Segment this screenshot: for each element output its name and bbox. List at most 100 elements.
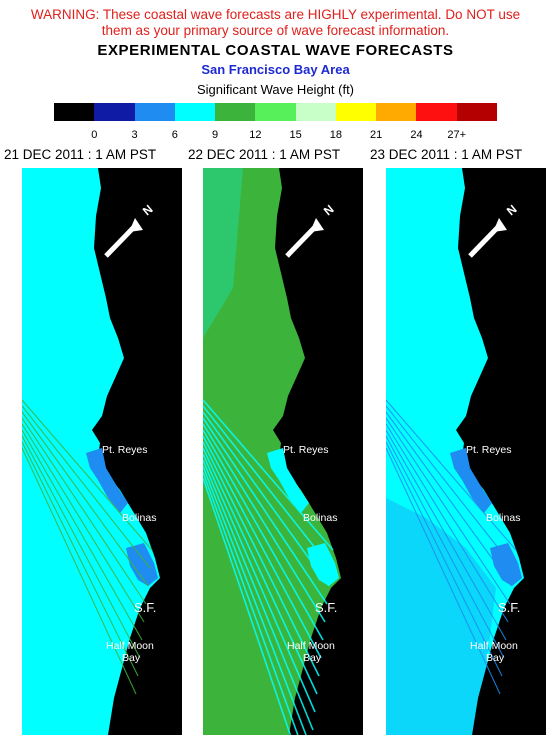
colorbar-segment bbox=[335, 103, 377, 121]
colorbar-tick-label: 27+ bbox=[447, 129, 467, 141]
panel-2-date: 22 DEC 2011 : 1 AM PST bbox=[188, 147, 341, 162]
wave-streak bbox=[386, 417, 511, 605]
wave-streak bbox=[22, 411, 149, 587]
panel-3-date: 23 DEC 2011 : 1 AM PST bbox=[370, 147, 523, 162]
wave-streak bbox=[203, 465, 307, 735]
wave-streak bbox=[203, 429, 324, 641]
wave-streaks bbox=[203, 399, 334, 735]
coastal-band bbox=[450, 448, 492, 513]
map-label-half-moon-line2: Bay bbox=[303, 652, 322, 664]
colorbar-tick-label: 3 bbox=[131, 129, 138, 141]
panel-1-date: 21 DEC 2011 : 1 AM PST bbox=[4, 147, 157, 162]
wave-streak bbox=[22, 447, 137, 695]
colorbar-segment bbox=[174, 103, 216, 121]
wave-streak bbox=[22, 417, 147, 605]
colorbar-tick-label: 21 bbox=[370, 129, 383, 141]
colorbar-tick-label: 0 bbox=[91, 129, 98, 141]
colorbar-tick-label: 6 bbox=[171, 129, 178, 141]
coastal-band bbox=[490, 543, 522, 586]
map-panel-2: N Pt. Reyes Bolinas S.F. Half Moon Bay bbox=[203, 168, 363, 735]
map-label-half-moon-line2: Bay bbox=[486, 652, 505, 664]
map-label-sf: S.F. bbox=[134, 600, 157, 615]
wave-streak bbox=[203, 441, 320, 677]
colorbar-segment bbox=[94, 103, 135, 121]
map-label-half-moon-line2: Bay bbox=[122, 652, 141, 664]
page-title: EXPERIMENTAL COASTAL WAVE FORECASTS bbox=[97, 42, 454, 59]
wave-streak bbox=[203, 399, 334, 551]
wave-streak bbox=[386, 447, 501, 695]
wave-streak bbox=[22, 435, 141, 659]
wave-streak bbox=[386, 411, 513, 587]
wave-streak bbox=[203, 447, 318, 695]
colorbar-segment bbox=[255, 103, 296, 121]
map-label-pt-reyes: Pt. Reyes bbox=[466, 444, 512, 456]
wave-streaks bbox=[22, 399, 153, 695]
wave-streak bbox=[203, 423, 326, 623]
north-label: N bbox=[321, 202, 337, 218]
wave-streak bbox=[22, 405, 151, 569]
wave-streak bbox=[22, 399, 153, 551]
map-panel-3: N Pt. Reyes Bolinas S.F. Half Moon Bay bbox=[386, 168, 546, 735]
map-label-sf: S.F. bbox=[498, 600, 521, 615]
map-label-pt-reyes: Pt. Reyes bbox=[283, 444, 329, 456]
map-label-half-moon-line1: Half Moon bbox=[106, 640, 154, 652]
colorbar-tick-label: 18 bbox=[329, 129, 343, 141]
colorbar-segment bbox=[376, 103, 417, 121]
page-subtitle: San Francisco Bay Area bbox=[201, 62, 350, 77]
wave-streak bbox=[386, 429, 507, 641]
wave-streak bbox=[203, 417, 328, 605]
wave-streak bbox=[386, 405, 515, 569]
warning-line-2: them as your primary source of wave fore… bbox=[101, 23, 450, 38]
colorbar-segment bbox=[215, 103, 256, 121]
wave-streak bbox=[386, 423, 509, 623]
wave-streak bbox=[203, 477, 292, 735]
colorbar-tick-label: 15 bbox=[289, 129, 302, 141]
north-label: N bbox=[140, 202, 156, 218]
wave-height-map: N bbox=[386, 168, 524, 735]
coastal-band bbox=[126, 543, 158, 586]
north-arrow-icon bbox=[468, 218, 507, 258]
map-label-sf: S.F. bbox=[315, 600, 338, 615]
map-label-bolinas: Bolinas bbox=[486, 512, 521, 524]
colorbar-title: Significant Wave Height (ft) bbox=[196, 82, 355, 97]
upper-sea-tint bbox=[203, 168, 243, 338]
colorbar-tick-label: 9 bbox=[212, 129, 219, 141]
wave-streak bbox=[386, 441, 503, 677]
wave-streak bbox=[22, 429, 143, 641]
wave-streak bbox=[386, 435, 505, 659]
colorbar-segment bbox=[295, 103, 336, 121]
wave-height-map: N bbox=[22, 168, 160, 735]
north-arrow-icon bbox=[285, 218, 324, 258]
wave-streak bbox=[203, 471, 299, 735]
wave-streak bbox=[203, 411, 330, 587]
wave-streak bbox=[22, 441, 139, 677]
map-label-half-moon-line1: Half Moon bbox=[287, 640, 335, 652]
north-label: N bbox=[504, 202, 520, 218]
coastal-band bbox=[86, 448, 128, 513]
map-panel-1: N Pt. Reyes Bolinas S.F. Half Moon Bay bbox=[22, 168, 182, 735]
map-label-pt-reyes: Pt. Reyes bbox=[102, 444, 148, 456]
colorbar-ticks: 0 3 6 9 12 15 18 21 24 27+ bbox=[54, 129, 497, 143]
wave-streak bbox=[386, 399, 517, 551]
wave-streak bbox=[203, 405, 332, 569]
coastal-band bbox=[307, 543, 339, 586]
colorbar-segment bbox=[456, 103, 497, 121]
wave-height-map: N bbox=[203, 168, 341, 735]
map-label-half-moon-line1: Half Moon bbox=[470, 640, 518, 652]
coastal-band bbox=[267, 448, 309, 513]
lower-sea-tint bbox=[386, 498, 496, 735]
north-arrow-icon bbox=[104, 218, 143, 258]
colorbar bbox=[54, 103, 497, 121]
colorbar-segment bbox=[134, 103, 175, 121]
colorbar-tick-label: 24 bbox=[410, 129, 423, 141]
wave-streak bbox=[203, 459, 314, 731]
wave-streak bbox=[203, 453, 316, 713]
warning-line-1: WARNING: These coastal wave forecasts ar… bbox=[30, 7, 521, 22]
warning-text: WARNING: These coastal wave forecasts ar… bbox=[0, 7, 551, 39]
wave-streaks bbox=[386, 399, 517, 695]
colorbar-segment bbox=[416, 103, 457, 121]
wave-streak bbox=[22, 423, 145, 623]
map-label-bolinas: Bolinas bbox=[303, 512, 338, 524]
colorbar-tick-label: 12 bbox=[249, 129, 262, 141]
wave-streak bbox=[203, 435, 322, 659]
